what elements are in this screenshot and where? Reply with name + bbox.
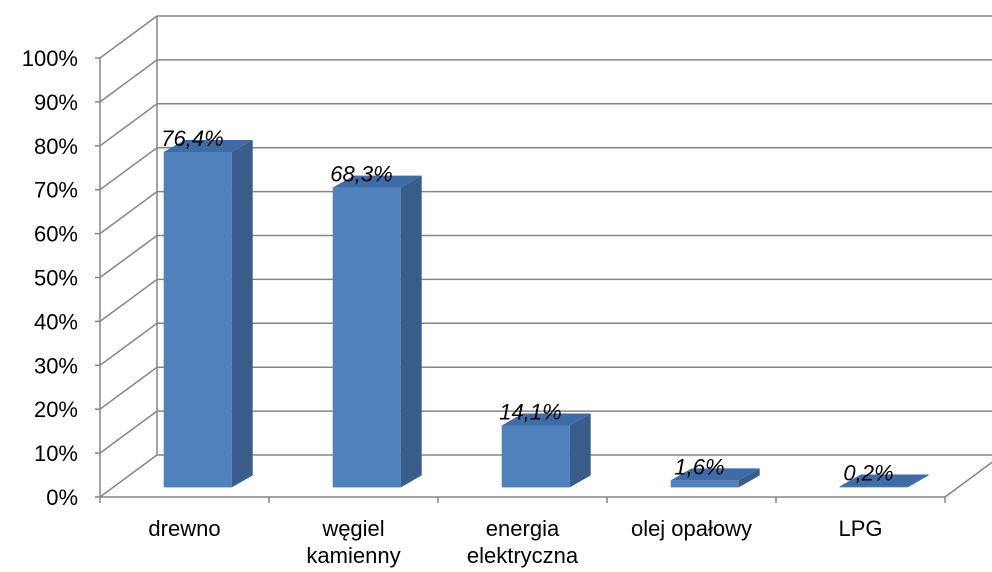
bar-top: [839, 474, 929, 487]
y-tick-label: 90%: [34, 90, 78, 115]
data-label: 14,1%: [499, 400, 561, 425]
category-label: węgiel: [321, 516, 384, 541]
bar-side: [569, 413, 591, 488]
gridline-side: [99, 278, 158, 323]
gridline-side: [99, 366, 158, 410]
y-tick-label: 50%: [34, 266, 78, 291]
bar: [670, 480, 739, 488]
bar-side: [738, 468, 760, 488]
bar-side: [400, 175, 422, 488]
bar: [332, 187, 401, 488]
gridline-side: [99, 234, 158, 279]
category-label: elektryczna: [467, 543, 579, 568]
y-tick-label: 40%: [34, 309, 78, 334]
bar-top: [163, 140, 253, 153]
y-tick-label: 80%: [34, 134, 78, 159]
bar: [501, 425, 570, 488]
gridline-side: [99, 322, 158, 366]
data-label: 1,6%: [674, 454, 724, 479]
category-label: kamienny: [306, 543, 400, 568]
gridline-side: [99, 410, 158, 454]
data-label: 0,2%: [843, 461, 893, 486]
bar-side: [907, 474, 929, 488]
bar: [163, 152, 232, 488]
y-tick-label: 20%: [34, 397, 78, 422]
bar-top: [501, 413, 591, 426]
data-label: 76,4%: [161, 126, 223, 151]
gridline-side: [99, 454, 158, 498]
category-label: energia: [486, 516, 560, 541]
y-tick-label: 70%: [34, 178, 78, 203]
gridline-side: [99, 103, 158, 147]
bar-top: [670, 468, 760, 481]
category-label: olej opałowy: [631, 516, 752, 541]
gridline-side: [99, 59, 158, 103]
y-tick-label: 0%: [46, 485, 78, 510]
y-tick-label: 30%: [34, 353, 78, 378]
bar: [839, 486, 908, 488]
category-label: drewno: [148, 516, 220, 541]
category-label: LPG: [838, 516, 882, 541]
data-label: 68,3%: [330, 162, 392, 187]
y-tick-label: 10%: [34, 441, 78, 466]
bar-top: [332, 175, 422, 188]
gridline-side: [99, 147, 158, 191]
gridline-side: [99, 15, 158, 59]
y-tick-label: 60%: [34, 222, 78, 247]
floor-right-edge: [944, 461, 992, 498]
gridline-side: [99, 190, 158, 235]
y-tick-label: 100%: [22, 46, 78, 71]
bar-side: [231, 140, 253, 488]
